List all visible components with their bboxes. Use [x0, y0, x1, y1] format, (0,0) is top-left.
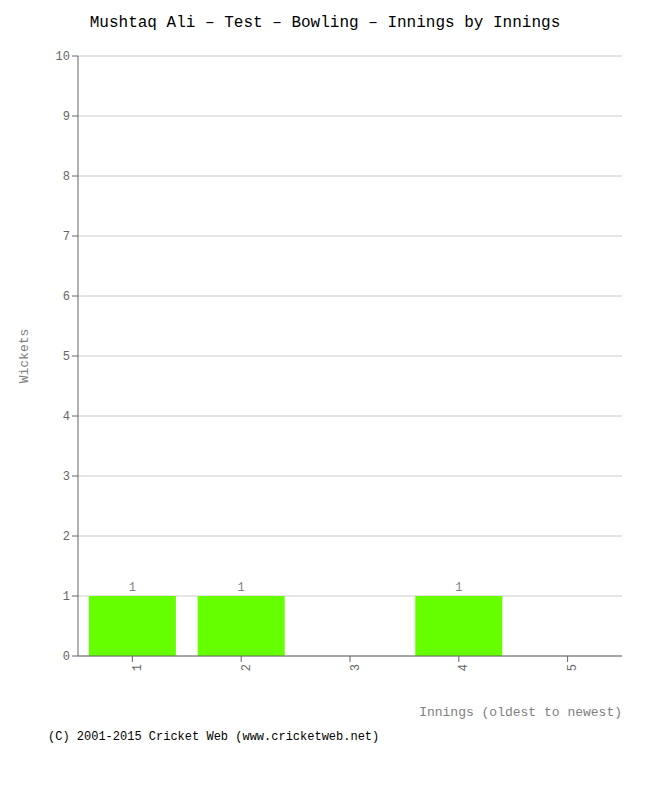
svg-text:5: 5	[63, 350, 70, 364]
svg-text:2: 2	[240, 664, 254, 671]
svg-text:Innings (oldest to newest): Innings (oldest to newest)	[419, 705, 622, 720]
svg-text:5: 5	[566, 664, 580, 671]
svg-text:3: 3	[349, 664, 363, 671]
svg-text:1: 1	[238, 581, 245, 595]
svg-text:1: 1	[131, 664, 145, 671]
svg-text:9: 9	[63, 110, 70, 124]
svg-text:4: 4	[63, 410, 70, 424]
svg-text:6: 6	[63, 290, 70, 304]
svg-text:4: 4	[457, 664, 471, 671]
svg-text:Wickets: Wickets	[17, 329, 32, 384]
svg-text:7: 7	[63, 230, 70, 244]
svg-text:0: 0	[63, 650, 70, 664]
html-text:Mushtaq Ali – Test – Bowling –: Mushtaq Ali – Test – Bowling – Innings b…	[89, 14, 561, 32]
svg-text:8: 8	[63, 170, 70, 184]
svg-text:3: 3	[63, 470, 70, 484]
svg-text:1: 1	[129, 581, 136, 595]
html-text:(C) 2001-2015 Cricket Web (www: (C) 2001-2015 Cricket Web (www.cricketwe…	[48, 730, 380, 744]
svg-text:1: 1	[63, 590, 70, 604]
svg-text:10: 10	[56, 50, 70, 64]
svg-text:2: 2	[63, 530, 70, 544]
svg-text:1: 1	[455, 581, 462, 595]
